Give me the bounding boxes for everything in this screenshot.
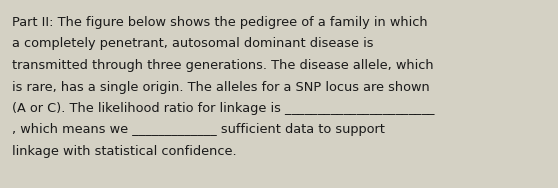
- Text: (A or C). The likelihood ratio for linkage is _______________________: (A or C). The likelihood ratio for linka…: [12, 102, 435, 115]
- Text: is rare, has a single origin. The alleles for a SNP locus are shown: is rare, has a single origin. The allele…: [12, 80, 430, 93]
- Text: transmitted through three generations. The disease allele, which: transmitted through three generations. T…: [12, 59, 434, 72]
- Text: Part II: The figure below shows the pedigree of a family in which: Part II: The figure below shows the pedi…: [12, 16, 427, 29]
- Text: , which means we _____________ sufficient data to support: , which means we _____________ sufficien…: [12, 124, 385, 136]
- Text: linkage with statistical confidence.: linkage with statistical confidence.: [12, 145, 237, 158]
- Text: a completely penetrant, autosomal dominant disease is: a completely penetrant, autosomal domina…: [12, 37, 373, 51]
